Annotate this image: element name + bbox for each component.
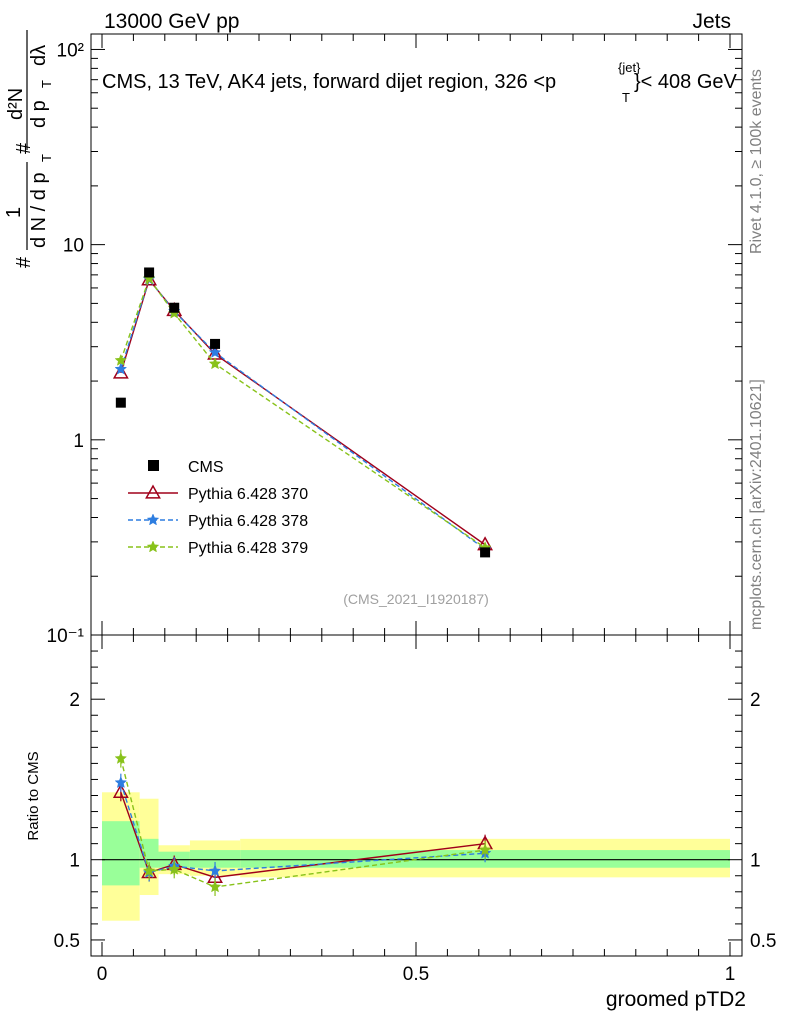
series-line: [120, 278, 486, 546]
y-label-num-top: d²N: [5, 88, 27, 120]
x-tick-label: 0.5: [403, 964, 429, 985]
y-label-dl: dλ: [28, 45, 50, 66]
tick-labels: 10² 10 1 10⁻¹ 0 0.5 1 2 2 1 1 0.5 0.5: [47, 40, 777, 985]
ratio-y-tick-label-right: 2: [750, 690, 761, 711]
series-marker: [208, 357, 222, 370]
plot-title-end: }< 408 GeV: [634, 71, 738, 93]
y-label-den-sub: T: [39, 154, 54, 162]
x-tick-label: 1: [725, 964, 736, 985]
ratio-y-tick-label: 1: [69, 851, 80, 872]
ratio-marker: [142, 864, 156, 877]
legend-marker: [146, 513, 160, 526]
legend: CMS Pythia 6.428 370 Pythia 6.428 378 Pythi…: [128, 459, 308, 557]
legend-marker: [148, 460, 159, 471]
ratio-y-tick-label: 2: [69, 690, 80, 711]
series-line: [120, 277, 486, 550]
ratio-bands: [102, 792, 730, 921]
energy-label: 13000 GeV pp: [104, 10, 239, 33]
ratio-y-tick-label-right: 1: [750, 851, 761, 872]
stat-uncertainty-band: [189, 850, 241, 868]
mcplots-label: mcplots.cern.ch [arXiv:2401.10621]: [748, 379, 765, 630]
analysis-id: (CMS_2021_I1920187): [343, 591, 489, 607]
ratio-y-tick-label-right: 0.5: [750, 931, 776, 952]
y-tick-label: 10²: [57, 40, 84, 61]
y-label-num-bot-sub: T: [39, 80, 54, 88]
y-label-one: 1: [3, 207, 25, 218]
ratio-marker: [208, 864, 222, 877]
y-label-den: d N / d p: [28, 172, 50, 248]
y-tick-label: 10⁻¹: [47, 626, 85, 647]
legend-marker: [145, 484, 161, 499]
y-label-hash2: #: [13, 142, 35, 154]
data-point: [115, 397, 126, 408]
y-axis-label: # 1 d N / d p T # d²N d p T dλ: [3, 30, 54, 268]
data-point: [480, 547, 491, 558]
y-tick-label: 10: [63, 236, 84, 257]
series-marker: [208, 345, 222, 358]
data-point: [144, 267, 155, 278]
legend-label: CMS: [188, 459, 224, 476]
ratio-y-label: Ratio to CMS: [25, 751, 42, 840]
data-point: [210, 338, 221, 349]
ratio-marker: [114, 751, 128, 764]
plot-title-main: CMS, 13 TeV, AK4 jets, forward dijet reg…: [102, 71, 556, 93]
ratio-series: [112, 749, 494, 896]
upper-series: [112, 267, 494, 558]
plot-title: CMS, 13 TeV, AK4 jets, forward dijet reg…: [102, 71, 556, 93]
ratio-frame: [90, 634, 743, 957]
series-line: [120, 277, 486, 549]
legend-marker: [146, 540, 160, 553]
data-point: [169, 302, 180, 313]
series-marker: [114, 353, 128, 366]
legend-label: Pythia 6.428 378: [188, 513, 308, 530]
ratio-marker: [167, 862, 181, 875]
ratio-y-tick-label: 0.5: [54, 931, 80, 952]
y-label-hash1: #: [13, 256, 35, 268]
category-label: Jets: [692, 10, 731, 33]
rivet-label: Rivet 4.1.0, ≥ 100k events: [748, 69, 765, 254]
ratio-ticks: [91, 634, 742, 957]
stat-uncertainty-band: [102, 821, 140, 886]
x-axis-label: groomed pTD2: [606, 988, 746, 1011]
series-marker: [112, 364, 129, 379]
y-tick-label: 1: [73, 431, 84, 452]
ratio-series-line: [120, 758, 486, 888]
legend-label: Pythia 6.428 370: [188, 486, 308, 503]
ratio-marker: [478, 843, 492, 856]
y-label-num-bot: d p: [28, 100, 50, 128]
plot-title-sup: {jet}: [618, 60, 641, 75]
legend-label: Pythia 6.428 379: [188, 540, 308, 557]
series-marker: [114, 362, 128, 375]
plot-title-sub: T: [622, 90, 630, 105]
ratio-marker: [208, 880, 222, 893]
x-tick-label: 0: [97, 964, 108, 985]
ratio-marker: [114, 776, 128, 789]
